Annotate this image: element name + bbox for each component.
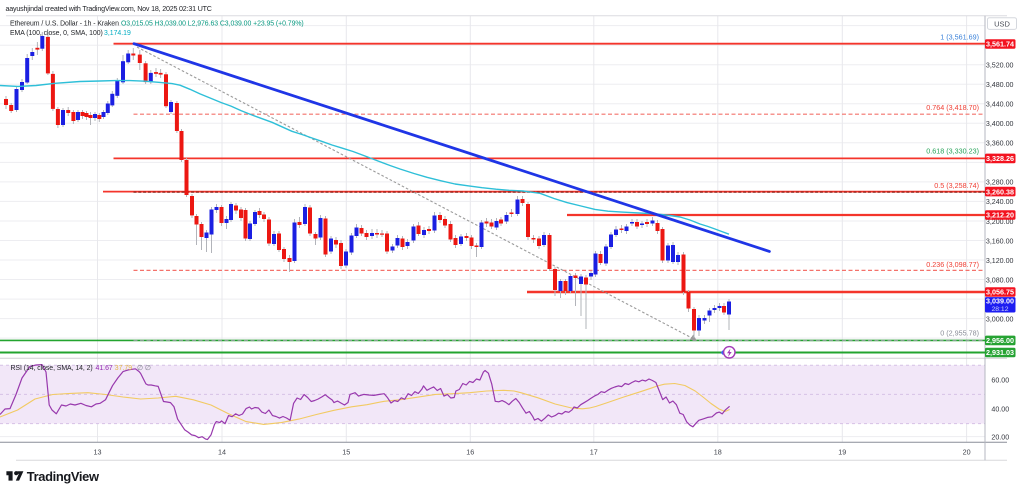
svg-text:40.00: 40.00 <box>991 406 1009 414</box>
svg-text:TradingView: TradingView <box>27 469 100 484</box>
svg-text:16: 16 <box>466 448 474 457</box>
svg-text:3,400.00: 3,400.00 <box>986 120 1014 128</box>
svg-text:3,160.00: 3,160.00 <box>986 237 1014 245</box>
svg-text:28:12: 28:12 <box>991 306 1008 313</box>
svg-text:13: 13 <box>94 448 102 457</box>
svg-text:15: 15 <box>342 448 350 457</box>
svg-text:aayushjindal created with Trad: aayushjindal created with TradingView.co… <box>6 5 212 13</box>
svg-text:19: 19 <box>838 448 846 457</box>
svg-text:20.00: 20.00 <box>991 433 1009 441</box>
svg-text:0 (2,955.78): 0 (2,955.78) <box>940 328 979 337</box>
svg-text:3,240.00: 3,240.00 <box>986 198 1014 206</box>
svg-text:41.67: 41.67 <box>96 365 113 372</box>
svg-text:3,260.38: 3,260.38 <box>986 187 1014 196</box>
svg-text:3,520.00: 3,520.00 <box>986 62 1014 70</box>
svg-text:RSI (14, close, SMA, 14, 2): RSI (14, close, SMA, 14, 2) <box>11 365 93 372</box>
svg-text:60.00: 60.00 <box>991 376 1009 384</box>
svg-text:0.5 (3,258.74): 0.5 (3,258.74) <box>934 181 979 190</box>
svg-text:3,212.20: 3,212.20 <box>986 211 1014 220</box>
svg-text:∅ ∅: ∅ ∅ <box>137 365 151 372</box>
svg-text:3,174.19: 3,174.19 <box>104 30 131 37</box>
svg-text:3,440.00: 3,440.00 <box>986 101 1014 109</box>
svg-text:3,328.26: 3,328.26 <box>986 154 1014 163</box>
svg-text:18: 18 <box>714 448 722 457</box>
svg-text:3,056.75: 3,056.75 <box>986 288 1014 297</box>
svg-text:3,080.00: 3,080.00 <box>986 276 1014 284</box>
svg-text:0.618 (3,330.23): 0.618 (3,330.23) <box>926 147 979 156</box>
svg-text:20: 20 <box>963 448 971 457</box>
svg-text:2,956.00: 2,956.00 <box>986 336 1014 345</box>
svg-text:14: 14 <box>218 448 226 457</box>
svg-text:3,000.00: 3,000.00 <box>986 315 1014 323</box>
svg-text:Ethereum / U.S. Dollar - 1h -: Ethereum / U.S. Dollar - 1h - Kraken O3,0… <box>10 21 304 28</box>
svg-text:0.764 (3,418.70): 0.764 (3,418.70) <box>926 103 979 112</box>
svg-text:3,200.00: 3,200.00 <box>986 218 1014 226</box>
svg-text:37.79: 37.79 <box>115 365 132 372</box>
svg-text:3,039.00: 3,039.00 <box>986 297 1014 306</box>
svg-text:2,931.03: 2,931.03 <box>986 348 1014 357</box>
svg-text:3,561.74: 3,561.74 <box>986 40 1014 49</box>
svg-text:3,280.00: 3,280.00 <box>986 179 1014 187</box>
svg-text:3,360.00: 3,360.00 <box>986 140 1014 148</box>
svg-text:0.236 (3,098.77): 0.236 (3,098.77) <box>926 260 979 269</box>
svg-text:EMA (100, close, 0, SMA, 100): EMA (100, close, 0, SMA, 100) <box>10 30 103 37</box>
svg-text:1 (3,561.69): 1 (3,561.69) <box>940 32 979 41</box>
svg-text:17: 17 <box>590 448 598 457</box>
svg-text:USD: USD <box>994 19 1010 28</box>
svg-text:3,480.00: 3,480.00 <box>986 81 1014 89</box>
svg-text:3,120.00: 3,120.00 <box>986 257 1014 265</box>
